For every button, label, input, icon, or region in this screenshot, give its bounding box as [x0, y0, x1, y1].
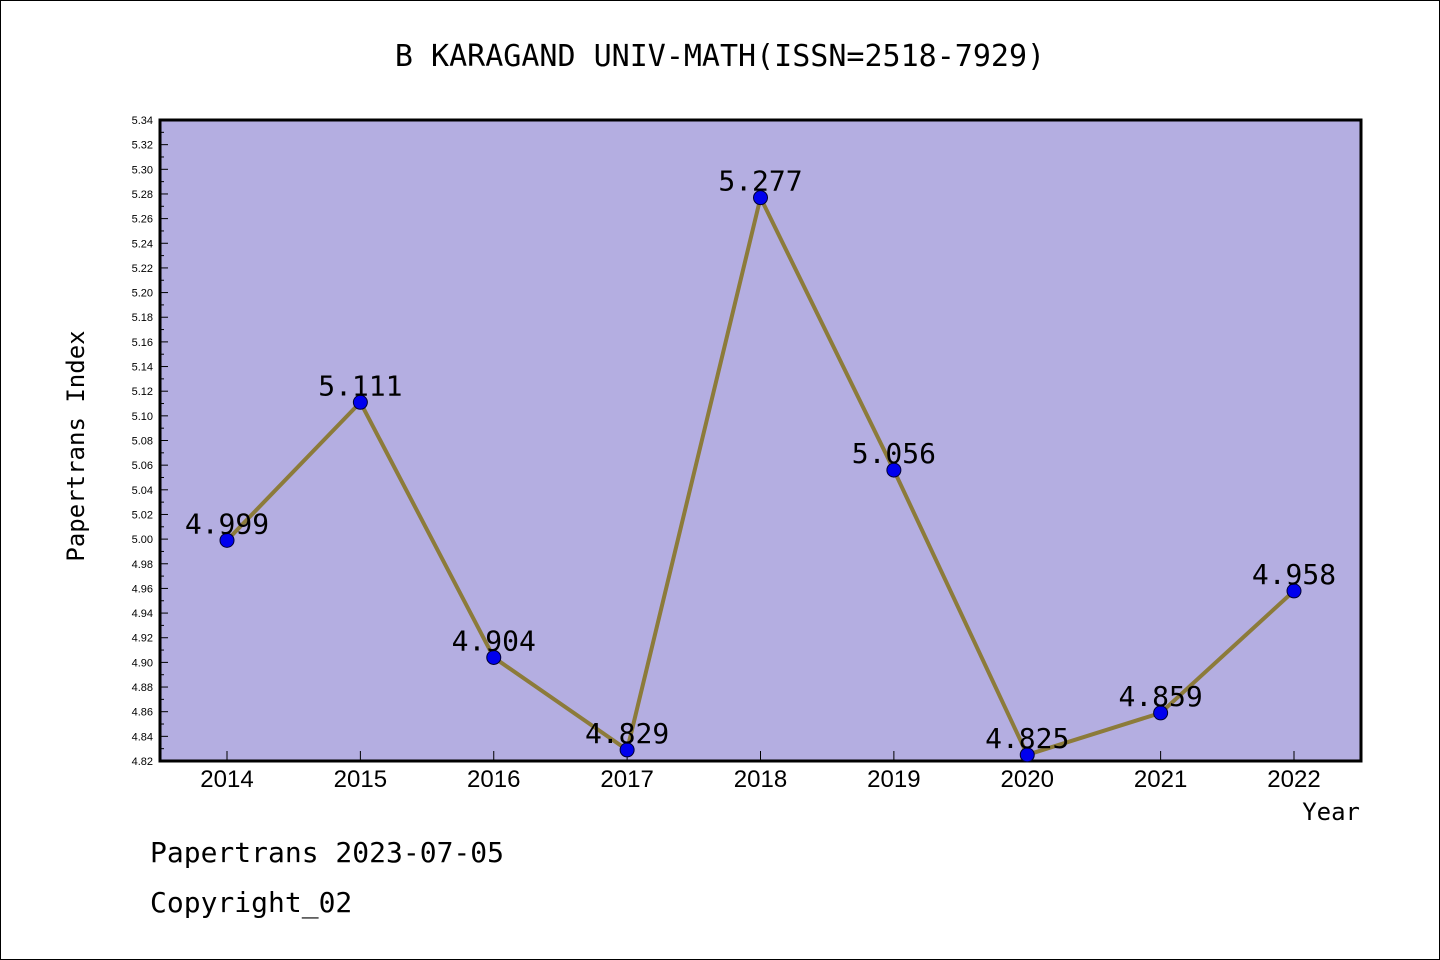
y-tick-label: 5.00 [132, 534, 153, 546]
data-point [886, 462, 902, 478]
x-axis: 2014 2015 2016 2017 2018 2019 2020 2021 2022 [200, 751, 1321, 793]
y-tick-label: 5.24 [132, 238, 153, 250]
y-tick-label: 5.16 [132, 337, 153, 349]
y-tick-label: 5.32 [132, 140, 153, 152]
data-point [1286, 583, 1302, 599]
x-tick-label: 2022 [1267, 766, 1320, 793]
y-tick-label: 4.90 [132, 657, 153, 669]
y-tick-label: 5.12 [132, 386, 153, 398]
y-tick-label: 4.86 [132, 707, 153, 719]
data-point [1153, 705, 1169, 721]
data-point [753, 190, 768, 206]
y-tick-label: 4.82 [132, 756, 153, 768]
y-tick-label: 5.26 [132, 214, 153, 226]
y-tick-label: 5.06 [132, 460, 153, 472]
y-tick-label: 5.22 [132, 263, 153, 275]
y-tick-label: 4.92 [132, 633, 153, 645]
y-tick-label: 5.34 [132, 115, 153, 127]
data-label: 5.056 [852, 437, 936, 470]
data-label: 5.111 [318, 369, 402, 402]
x-tick-label: 2021 [1134, 766, 1187, 793]
y-tick-label: 4.94 [132, 608, 153, 620]
y-tick-label: 4.88 [132, 682, 153, 694]
y-tick-label: 4.84 [132, 731, 153, 743]
data-point [486, 649, 502, 665]
footer-date: Papertrans 2023-07-05 [150, 836, 505, 869]
x-tick-label: 2014 [200, 766, 253, 793]
data-label: 4.829 [585, 717, 669, 750]
y-tick-label: 5.10 [132, 411, 153, 423]
data-label: 4.825 [985, 722, 1069, 755]
x-tick-label: 2020 [1001, 766, 1054, 793]
y-tick-label: 5.18 [132, 312, 153, 324]
data-label: 4.859 [1118, 680, 1202, 713]
chart-title: B KARAGAND UNIV-MATH(ISSN=2518-7929) [395, 39, 1045, 74]
x-tick-label: 2015 [334, 766, 387, 793]
data-label: 4.958 [1252, 558, 1336, 591]
y-tick-label: 5.14 [132, 362, 153, 374]
y-tick-label: 5.20 [132, 288, 153, 300]
y-axis-label: Papertrans Index [62, 330, 90, 561]
data-point [1019, 747, 1035, 763]
footer-copyright: Copyright_02 [150, 886, 353, 919]
y-tick-label: 5.08 [132, 436, 153, 448]
y-tick-label: 5.02 [132, 509, 153, 521]
plot-area [158, 118, 1363, 763]
x-tick-label: 2018 [734, 766, 787, 793]
data-point [219, 532, 235, 548]
y-tick-label: 5.04 [132, 485, 153, 497]
y-tick-label: 4.96 [132, 583, 153, 595]
y-tick-label: 4.98 [132, 559, 153, 571]
data-label: 5.277 [718, 165, 802, 198]
x-tick-label: 2016 [467, 766, 520, 793]
y-axis: 4.82 4.84 4.86 4.88 4.90 4.92 4.94 4.96 4.98 5.00… [132, 115, 168, 768]
x-axis-label: Year [1302, 798, 1360, 826]
data-point [619, 742, 635, 758]
data-label: 4.904 [452, 624, 536, 657]
data-point [352, 394, 368, 410]
data-points [219, 190, 1302, 763]
y-tick-label: 5.30 [132, 164, 153, 176]
data-labels: 4.999 5.111 4.904 4.829 5.277 5.056 4.825 4.859… [185, 165, 1336, 755]
x-tick-label: 2017 [600, 766, 653, 793]
x-tick-label: 2019 [867, 766, 920, 793]
y-tick-label: 5.28 [132, 189, 153, 201]
data-label: 4.999 [185, 507, 269, 540]
